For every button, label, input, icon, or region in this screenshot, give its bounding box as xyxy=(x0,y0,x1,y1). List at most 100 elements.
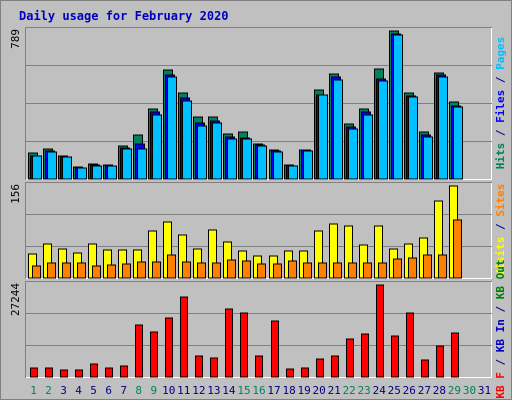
side-label-top: Hits / Files / Pages xyxy=(494,37,507,170)
bar-sites-day-13 xyxy=(212,262,221,279)
bar-sites-day-12 xyxy=(197,262,206,279)
bar-kb-f-day-27 xyxy=(421,359,429,378)
bar-kb-f-day-25 xyxy=(391,335,399,378)
day-label-10: 10 xyxy=(162,384,175,397)
bar-sites-day-8 xyxy=(137,261,146,279)
bar-pages-day-12 xyxy=(197,125,207,180)
day-label-5: 5 xyxy=(90,384,97,397)
side-label-part: Pages xyxy=(494,37,507,70)
day-label-1: 1 xyxy=(30,384,37,397)
day-label-29: 29 xyxy=(448,384,461,397)
bar-sites-day-14 xyxy=(227,259,236,279)
panel-middle: 156 Visits / Sites xyxy=(9,182,507,279)
day-label-28: 28 xyxy=(433,384,446,397)
day-axis: 1 2 3 4 5 6 7 8 9 10 11 12 13 14 15 16 17 18 19 20 21 22 23 24 2… xyxy=(30,384,491,397)
day-label-4: 4 xyxy=(75,384,82,397)
day-label-6: 6 xyxy=(105,384,112,397)
bar-kb-f-day-24 xyxy=(376,284,384,378)
bar-kb-f-day-1 xyxy=(30,367,38,378)
bar-pages-day-14 xyxy=(227,138,237,180)
bar-pages-day-4 xyxy=(77,167,87,180)
bar-sites-day-1 xyxy=(32,265,41,279)
bar-pages-day-29 xyxy=(453,106,463,180)
bar-kb-f-day-13 xyxy=(210,357,218,378)
day-label-14: 14 xyxy=(222,384,236,397)
bar-sites-day-19 xyxy=(303,262,312,279)
day-label-17: 17 xyxy=(267,384,280,397)
bar-kb-f-day-7 xyxy=(120,365,128,378)
bar-pages-day-2 xyxy=(47,151,57,180)
bar-pages-day-26 xyxy=(408,96,418,180)
bar-kb-f-day-3 xyxy=(60,369,68,378)
side-label-part: Sites xyxy=(494,184,507,217)
bar-pages-day-20 xyxy=(318,94,328,180)
bar-pages-day-21 xyxy=(333,79,343,180)
bar-pages-day-15 xyxy=(242,138,252,180)
bar-sites-day-21 xyxy=(333,262,342,279)
bar-kb-f-day-22 xyxy=(346,338,354,378)
bar-kb-f-day-10 xyxy=(165,317,173,378)
day-label-25: 25 xyxy=(388,384,401,397)
day-label-8: 8 xyxy=(135,384,142,397)
bar-sites-day-18 xyxy=(288,260,297,279)
side-label-part: / xyxy=(494,217,507,237)
bar-sites-day-26 xyxy=(408,257,417,279)
bar-kb-f-day-5 xyxy=(90,363,98,378)
side-label-part: KB Out xyxy=(494,259,507,299)
day-label-11: 11 xyxy=(177,384,190,397)
bar-sites-day-28 xyxy=(438,254,447,279)
bar-sites-day-23 xyxy=(363,262,372,279)
bar-sites-day-25 xyxy=(393,258,402,279)
bar-sites-day-16 xyxy=(257,263,266,279)
bar-kb-f-day-14 xyxy=(225,308,233,378)
bar-sites-day-29 xyxy=(453,219,462,279)
day-label-15: 15 xyxy=(237,384,250,397)
bar-pages-day-3 xyxy=(62,156,72,180)
bar-kb-f-day-28 xyxy=(436,345,444,378)
bar-pages-day-23 xyxy=(363,114,373,180)
bar-sites-day-24 xyxy=(378,262,387,279)
side-label-part: KB F xyxy=(494,372,507,399)
bar-kb-f-day-4 xyxy=(75,369,83,378)
bar-kb-f-day-20 xyxy=(316,358,324,378)
bar-sites-day-4 xyxy=(77,262,86,279)
bar-kb-f-day-8 xyxy=(135,324,143,378)
side-label-part: Hits xyxy=(494,143,507,170)
bar-kb-f-day-18 xyxy=(286,368,294,378)
day-label-18: 18 xyxy=(282,384,295,397)
bar-pages-day-17 xyxy=(273,151,283,180)
bar-sites-day-9 xyxy=(152,261,161,279)
day-label-27: 27 xyxy=(418,384,431,397)
side-label-part: Files xyxy=(494,90,507,123)
bar-kb-f-day-16 xyxy=(255,355,263,378)
day-label-20: 20 xyxy=(312,384,325,397)
bar-pages-day-6 xyxy=(107,165,117,180)
side-label-part: Visits xyxy=(494,237,507,277)
bar-kb-f-day-9 xyxy=(150,331,158,378)
bar-sites-day-15 xyxy=(242,260,251,279)
bar-kb-f-day-15 xyxy=(240,312,248,378)
side-label-part: / xyxy=(494,299,507,319)
bar-pages-day-11 xyxy=(182,100,192,180)
bar-sites-day-27 xyxy=(423,254,432,279)
side-label-part: / xyxy=(494,70,507,90)
bar-kb-f-day-21 xyxy=(331,355,339,378)
day-label-30: 30 xyxy=(463,384,476,397)
bar-pages-day-9 xyxy=(152,114,162,180)
side-label-part: / xyxy=(494,123,507,143)
bar-sites-day-5 xyxy=(92,265,101,279)
ymax-label-bottom: 27244 xyxy=(9,283,22,316)
day-label-23: 23 xyxy=(358,384,371,397)
bar-kb-f-day-6 xyxy=(105,367,113,378)
panel-top: 789 Hits / Files / Pages xyxy=(9,27,507,180)
bar-pages-day-22 xyxy=(348,128,358,180)
bar-pages-day-10 xyxy=(167,76,177,180)
bar-pages-day-19 xyxy=(303,150,313,180)
bar-kb-f-day-23 xyxy=(361,333,369,378)
bar-pages-day-7 xyxy=(122,148,132,180)
day-label-31: 31 xyxy=(478,384,491,397)
